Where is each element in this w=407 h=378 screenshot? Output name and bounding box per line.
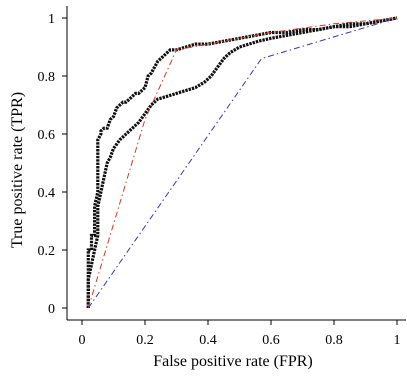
x-tick-label: 0 bbox=[79, 333, 86, 348]
x-tick-label: 1 bbox=[394, 333, 401, 348]
x-tick-label: 0.2 bbox=[136, 333, 154, 348]
y-axis-label: True positive rate (TPR) bbox=[9, 92, 26, 248]
y-ticks: 0 0.2 0.4 0.6 0.8 1 bbox=[38, 12, 67, 317]
y-tick-label: 0.4 bbox=[38, 186, 56, 201]
x-ticks: 0 0.2 0.4 0.6 0.8 1 bbox=[79, 320, 401, 348]
y-tick-label: 0.2 bbox=[38, 244, 56, 259]
roc-series-3 bbox=[87, 17, 398, 309]
x-tick-label: 0.4 bbox=[199, 333, 217, 348]
x-axis-label: False positive rate (FPR) bbox=[153, 353, 313, 370]
y-tick-label: 0.8 bbox=[38, 70, 56, 85]
roc-series-4 bbox=[87, 17, 398, 309]
y-tick-label: 0 bbox=[48, 302, 55, 317]
roc-series-1 bbox=[86, 16, 398, 308]
y-tick-label: 1 bbox=[48, 12, 55, 27]
plot-lines bbox=[86, 16, 398, 309]
roc-series-2 bbox=[86, 16, 398, 308]
y-tick-label: 0.6 bbox=[38, 128, 56, 143]
x-tick-label: 0.6 bbox=[262, 333, 280, 348]
x-tick-label: 0.8 bbox=[325, 333, 343, 348]
